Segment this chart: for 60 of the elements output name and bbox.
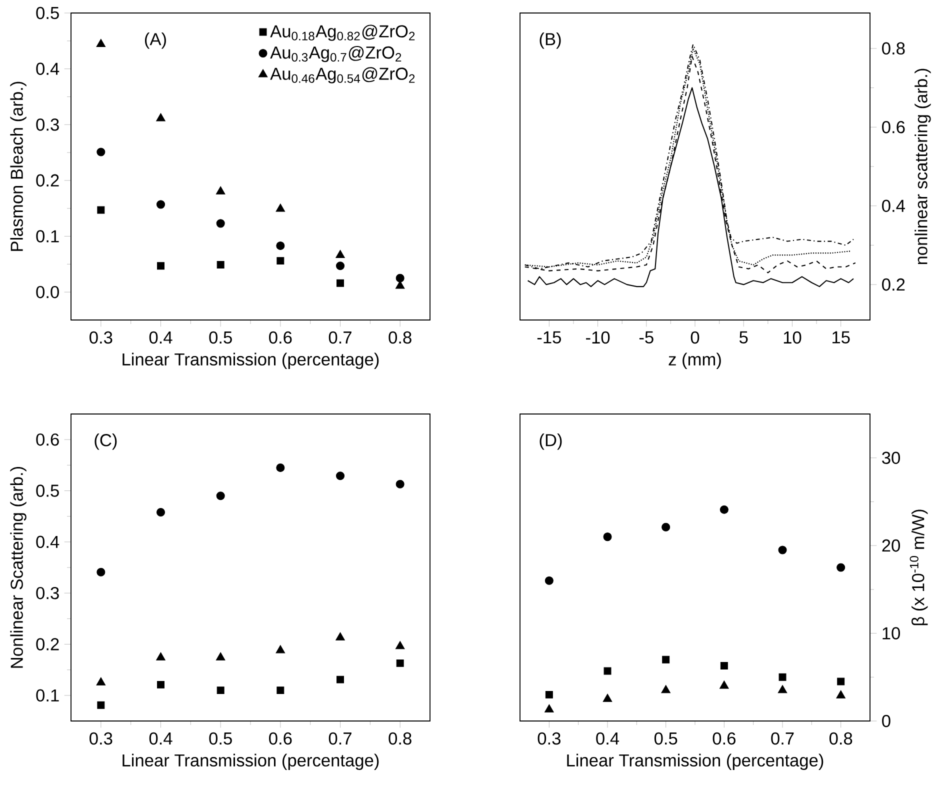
x-tick-label: 0.4 — [149, 732, 172, 745]
x-tick-label: 0.3 — [90, 732, 112, 745]
x-tick-label: 0.5 — [654, 732, 678, 745]
annotation: (A) — [144, 32, 166, 49]
y-tick-label: 0.4 — [36, 536, 60, 548]
y2-tick-label: 10 — [882, 627, 900, 640]
x-tick-label: 10 — [784, 331, 802, 344]
y-tick-label: 0.5 — [36, 6, 59, 20]
x-tick-label: 0.7 — [328, 732, 352, 745]
y-tick-label: 0.3 — [36, 118, 59, 131]
x-tick-label: 0.7 — [771, 732, 794, 745]
y-tick-label: 0.5 — [36, 484, 59, 497]
y2-tick-label: 30 — [882, 452, 900, 464]
y-axis-title: Plasmon Bleach (arb.) — [10, 82, 26, 251]
y-tick-label: 0.1 — [36, 689, 59, 702]
y2-tick-label: 20 — [882, 539, 900, 552]
x-tick-label: 0.8 — [829, 732, 852, 745]
x-axis-title: Linear Transmission (percentage) — [122, 352, 379, 369]
y-axis-title: Nonlinear Scattering (arb.) — [10, 466, 26, 668]
y-tick-label: 0.0 — [36, 286, 59, 298]
x-axis-title: Linear Transmission (percentage) — [567, 754, 824, 770]
y2-tick-label: 0.6 — [882, 121, 905, 134]
x-tick-label: 0.8 — [388, 331, 412, 344]
x-tick-label: -10 — [586, 331, 610, 344]
x-tick-label: 0.3 — [538, 732, 560, 745]
x-tick-label: 0.5 — [209, 331, 232, 344]
x-axis-title: Linear Transmission (percentage) — [122, 754, 379, 770]
x-tick-label: 0.4 — [149, 331, 172, 344]
y-tick-label: 0.4 — [36, 62, 60, 75]
x-tick-label: 5 — [739, 331, 748, 344]
annotation: (C) — [94, 434, 117, 450]
legend-label: Au$_{0.46}$Ag$_{0.54}$@ZrO$_{2}$ — [270, 67, 415, 84]
y-tick-label: 0.6 — [36, 433, 59, 446]
x-tick-label: 0.6 — [269, 331, 292, 344]
x-tick-label: 0.6 — [712, 732, 736, 745]
x-tick-label: 0.7 — [328, 331, 352, 344]
x-axis-title: z (mm) — [668, 352, 721, 369]
y-tick-label: 0.3 — [36, 586, 59, 600]
y-tick-label: 0.2 — [36, 638, 59, 650]
y2-tick-label: 0 — [882, 714, 890, 728]
y-tick-label: 0.2 — [36, 174, 59, 187]
x-tick-label: -15 — [537, 331, 561, 344]
annotation: (B) — [540, 32, 561, 49]
x-tick-label: 0.8 — [388, 732, 412, 745]
x-tick-label: -5 — [639, 331, 654, 344]
legend-label: Au$_{0.3}$Ag$_{0.7}$@ZrO$_{2}$ — [270, 46, 402, 62]
x-tick-label: 0.3 — [90, 331, 112, 344]
x-tick-label: 15 — [832, 331, 850, 344]
x-tick-label: 0.5 — [209, 732, 232, 745]
legend-label: Au$_{0.18}$Ag$_{0.82}$@ZrO$_{2}$ — [270, 24, 415, 41]
y2-tick-label: 0.2 — [882, 278, 905, 291]
annotation: (D) — [540, 434, 562, 450]
y2-tick-label: 0.4 — [882, 200, 905, 212]
x-tick-label: 0.4 — [596, 732, 620, 745]
y2-tick-label: 0.8 — [882, 42, 905, 55]
y2-axis-title: β (x 10$^{-10}$ m/W) — [910, 510, 928, 626]
y2-axis-title: nonlinear scattering (arb.) — [914, 68, 931, 264]
y-tick-label: 0.1 — [36, 230, 59, 242]
x-tick-label: 0.6 — [269, 732, 292, 745]
x-tick-label: 0 — [690, 331, 700, 344]
